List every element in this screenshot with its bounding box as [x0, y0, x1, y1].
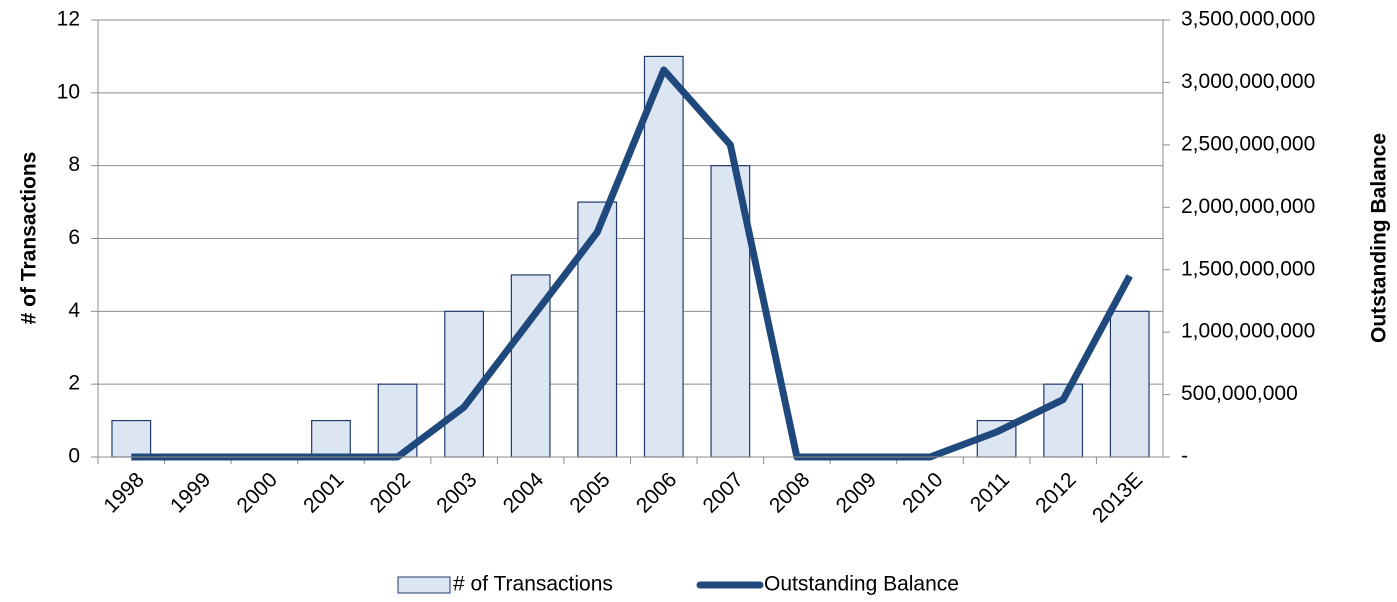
x-tick-label: 2004: [499, 468, 549, 518]
y-tick-label: 10: [57, 80, 80, 103]
bar: [577, 201, 618, 458]
line: [131, 66, 1133, 461]
bar: [444, 310, 484, 458]
y2-tick-label: 2,500,000,000: [1181, 132, 1315, 155]
y2-tick-label: 3,500,000,000: [1181, 8, 1315, 31]
y2-tick-label: 2,000,000,000: [1181, 195, 1315, 218]
x-tick-label: 1999: [166, 468, 215, 517]
x-tick-label: 2008: [765, 468, 814, 517]
bar: [1109, 310, 1150, 458]
x-tick-label: 2001: [299, 468, 348, 517]
x-tick-label: 2011: [966, 468, 1014, 516]
x-tick-label: 2003: [432, 468, 481, 517]
legend-label: # of Transactions: [453, 573, 613, 596]
bar: [111, 419, 152, 458]
bar: [710, 165, 751, 458]
legend-swatch: [397, 576, 451, 594]
bar: [643, 55, 684, 458]
y-axis-label: # of Transactions: [18, 152, 41, 325]
x-tick-label: 2000: [233, 468, 282, 517]
y-tick-label: 6: [68, 226, 80, 249]
y-tick-label: 4: [68, 299, 80, 322]
y2-tick-label: 1,000,000,000: [1181, 320, 1315, 343]
y2-tick-label: 1,500,000,000: [1181, 257, 1315, 280]
x-tick-label: 1998: [99, 468, 148, 517]
y2-tick-label: 3,000,000,000: [1181, 70, 1315, 93]
x-tick-label: 2007: [699, 468, 748, 517]
bar: [311, 419, 351, 458]
y2-axis-label: Outstanding Balance: [1368, 133, 1391, 343]
x-tick-label: 2005: [565, 468, 614, 517]
y-tick-label: 12: [57, 8, 80, 31]
y2-tick-label: -: [1181, 445, 1188, 468]
x-tick-label: 2002: [366, 468, 415, 517]
x-tick-label: 2009: [832, 468, 881, 517]
y2-tick-label: 500,000,000: [1181, 382, 1298, 405]
y-tick-label: 8: [68, 153, 80, 176]
x-tick-label: 2006: [632, 468, 681, 517]
legend-label: Outstanding Balance: [764, 573, 959, 596]
x-tick-label: 2012: [1031, 468, 1080, 517]
x-tick-label: 2010: [898, 468, 947, 517]
y-tick-label: 2: [68, 372, 80, 395]
x-tick-label: 2013E: [1088, 468, 1147, 527]
y-tick-label: 0: [68, 445, 80, 468]
